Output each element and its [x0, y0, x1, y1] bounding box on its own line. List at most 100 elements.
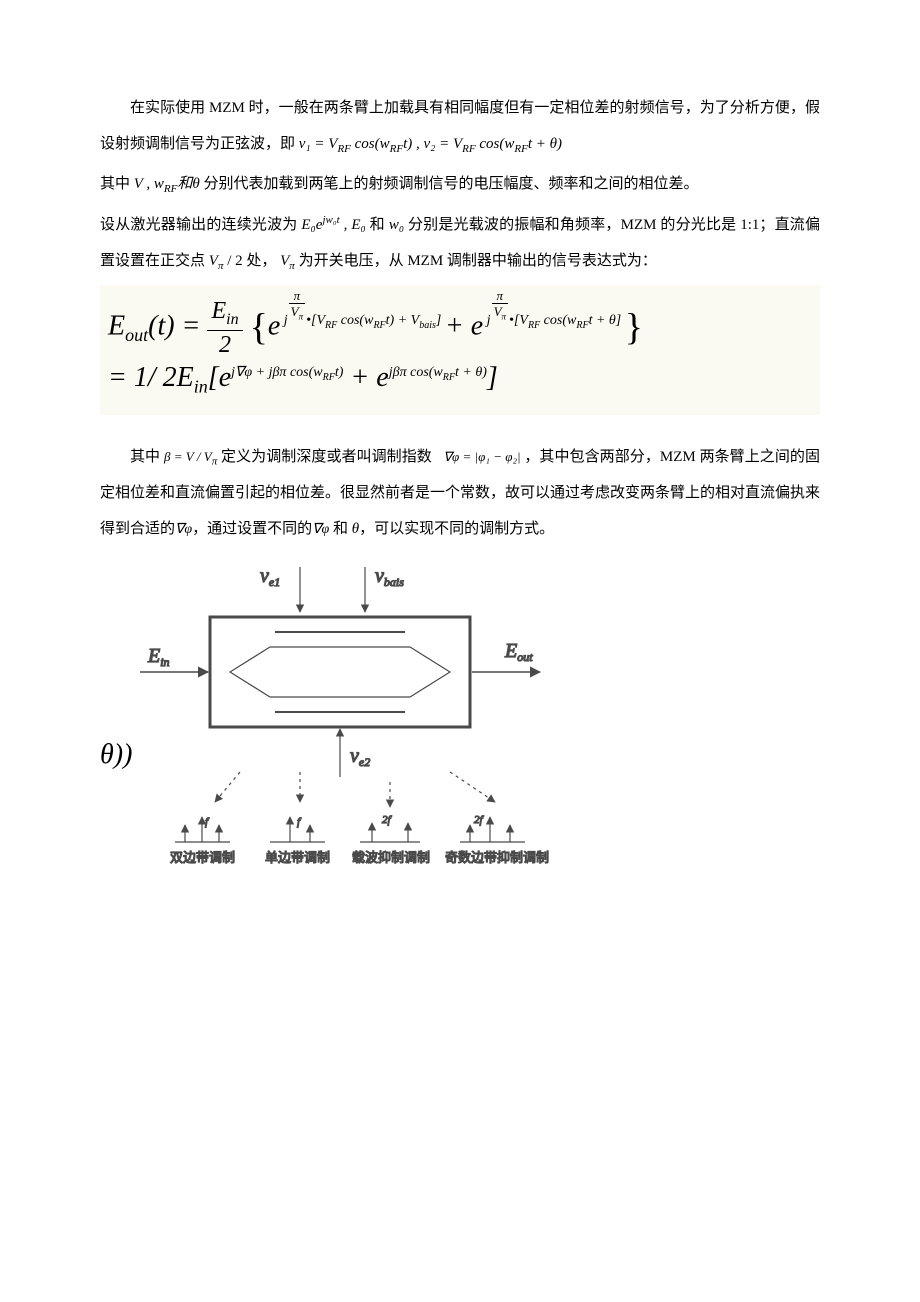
hanging-theta: θ)) [100, 721, 820, 788]
p3-vpi1-a: V [209, 253, 218, 269]
svg-text:νe1: νe1 [260, 565, 280, 589]
l2-exp2: jβπ cos(wRFt + θ) [389, 365, 487, 380]
eq-in-n: in [226, 311, 238, 328]
p3-vpi2-sub: π [289, 260, 295, 272]
eq-line-1: Eout(t) = Ein 2 {e jπVπ•[VRF cos(wRFt) +… [108, 299, 812, 357]
p3-vpi2-a: V [280, 253, 289, 269]
p4-d: ∇φ [175, 522, 192, 537]
exp1-cl: ] [436, 313, 441, 328]
p4-beta-pi: π [212, 455, 218, 467]
efrac1-d: V [291, 304, 299, 319]
svg-text:奇数边带抑制调制: 奇数边带抑制调制 [445, 850, 549, 865]
exp2-cos: cos(w [540, 313, 576, 328]
eq-v1-e: t + θ) [528, 136, 562, 152]
efrac2-ds: π [502, 311, 507, 321]
svg-text:f: f [205, 816, 210, 828]
p4-g: 和 [329, 521, 352, 537]
svg-text:νbais: νbais [375, 565, 404, 589]
efrac2-n: π [492, 289, 508, 304]
exp-2: jπVπ•[VRF cos(wRFt + θ] [483, 313, 625, 328]
equation-block: Eout(t) = Ein 2 {e jπVπ•[VRF cos(wRFt) +… [100, 285, 820, 414]
document-page: 在实际使用 MZM 时，一般在两条臂上加载具有相同幅度但有一定相位差的射频信号，… [0, 0, 920, 848]
svg-text:f: f [297, 816, 302, 828]
exp2-rf2: RF [576, 320, 588, 331]
frac-ein-2: Ein 2 [207, 299, 242, 357]
p4-h: ，可以实现不同的调制方式。 [359, 521, 554, 537]
exp1-bais: bais [419, 320, 436, 331]
svg-text:Ein: Ein [147, 645, 170, 669]
exp1-b: •[ [306, 313, 316, 328]
p4-phi: ∇φ = |φ₁ − φ₂| [443, 449, 520, 464]
eq-v1-b: cos(w [351, 136, 390, 152]
p4-beta-a: β = V / V [164, 449, 212, 464]
eq-teq: (t) = [148, 311, 207, 342]
p2-b: 分别代表加载到两笔上的射频调制信号的电压幅度、频率和之间的相位差。 [204, 176, 699, 192]
l2-close: ] [487, 362, 498, 393]
svg-text:2f: 2f [382, 814, 393, 826]
eq-v1-d: cos(w [476, 136, 515, 152]
svg-text:载波抑制调制: 载波抑制调制 [352, 850, 430, 865]
p3-d: / 2 处， [227, 253, 276, 269]
p2-sym-b: 和θ [177, 176, 199, 192]
p3-w0: w₀ [389, 217, 404, 233]
l2-e1a: j∇φ + jβπ cos(w [231, 365, 323, 380]
svg-text:2f: 2f [474, 814, 485, 826]
eq-v1-c: t) , v₂ = V [403, 136, 462, 152]
l2-exp1: j∇φ + jβπ cos(wRFt) [231, 365, 343, 380]
sub-rf-3: RF [462, 143, 475, 155]
p3-e0-exp: jw₀t [322, 214, 339, 226]
paragraph-1: 在实际使用 MZM 时，一般在两条臂上加载具有相同幅度但有一定相位差的射频信号，… [100, 90, 820, 162]
svg-text:单边带调制: 单边带调制 [265, 850, 330, 865]
eq-Ein-n: E [211, 298, 226, 324]
exp1-v: V [316, 313, 325, 328]
exp1-cos: cos(w [337, 313, 373, 328]
p3-vpi1-sub: π [218, 260, 224, 272]
svg-text:双边带调制: 双边带调制 [170, 850, 235, 865]
p3-e0-a: E₀e [301, 217, 322, 233]
l2-plus: + e [343, 362, 388, 393]
eq-2: 2 [207, 331, 242, 357]
exp2-j: j [487, 313, 491, 328]
efrac1-n: π [289, 289, 305, 304]
efrac2-d: V [494, 304, 502, 319]
eq-line-2: = 1/ 2Ein[ej∇φ + jβπ cos(wRFt) + ejβπ co… [108, 357, 812, 401]
rbrace: } [625, 307, 643, 349]
exp1-rf1: RF [325, 320, 337, 331]
paragraph-3: 设从激光器输出的连续光波为 E₀ejw₀t , E₀ 和 w₀ 分别是光载波的振… [100, 207, 820, 279]
svg-text:Eout: Eout [504, 640, 533, 664]
sub-rf-1: RF [337, 143, 350, 155]
eq-E: E [108, 311, 125, 342]
l2-b: [e [208, 362, 231, 393]
p4-b: 定义为调制深度或者叫调制指数 [221, 449, 432, 465]
l2-e2a: jβπ cos(w [389, 365, 443, 380]
exp2-rf1: RF [528, 320, 540, 331]
p3-e0: E₀ejw₀t , E₀ [301, 217, 365, 233]
p2-sym-a: V , w [134, 176, 164, 192]
eq-out: out [125, 325, 148, 345]
paragraph-2: 其中 V , wRF和θ 分别代表加载到两笔上的射频调制信号的电压幅度、频率和之… [100, 166, 820, 202]
lbrace: { [250, 307, 268, 349]
efrac1-ds: π [299, 311, 304, 321]
paragraph-4: 其中 β = V / Vπ 定义为调制深度或者叫调制指数 ∇φ = |φ₁ − … [100, 439, 820, 547]
eq-plus: + e [445, 311, 483, 342]
exp2-b: •[ [509, 313, 519, 328]
eq-v1-a: v₁ = V [299, 136, 338, 152]
p4-e: ，通过设置不同的 [192, 521, 312, 537]
p3-a: 设从激光器输出的连续光波为 [100, 217, 297, 233]
sub-rf-2: RF [390, 143, 403, 155]
p3-e0-b: , E₀ [340, 217, 366, 233]
efrac-1: πVπ [289, 289, 305, 322]
p4-f: ∇φ [312, 522, 329, 537]
l2-rf1: RF [323, 371, 335, 382]
p3-e: 为开关电压，从 MZM 调制器中输出的信号表达式为： [299, 253, 657, 269]
p3-vpi2: Vπ [280, 253, 295, 269]
sub-rf-4: RF [514, 143, 527, 155]
exp2-th: t + θ] [589, 313, 622, 328]
efrac-2: πVπ [492, 289, 508, 322]
sub-rf-5: RF [164, 183, 177, 195]
p4-beta: β = V / Vπ [164, 449, 217, 464]
exp1-t: t) + V [386, 313, 420, 328]
l2-a: = 1/ 2E [108, 362, 194, 393]
exp1-j: j [284, 313, 288, 328]
p4-a: 其中 [130, 449, 164, 465]
